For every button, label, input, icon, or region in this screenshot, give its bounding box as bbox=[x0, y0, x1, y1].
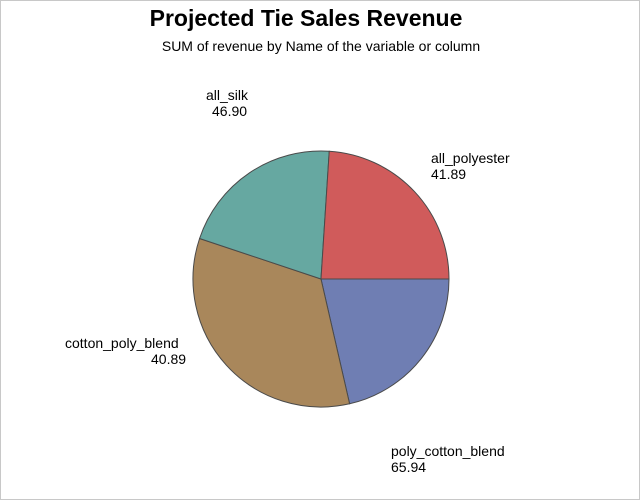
pie-slice-cotton-poly-blend bbox=[198, 150, 330, 280]
slice-label-all-polyester: all_polyester bbox=[431, 150, 510, 166]
chart-subtitle: SUM of revenue by Name of the variable o… bbox=[162, 38, 480, 54]
pie-slice-all-polyester bbox=[320, 278, 450, 405]
pie-slices bbox=[192, 150, 450, 408]
chart-title: Projected Tie Sales Revenue bbox=[150, 5, 463, 31]
slice-label-poly-cotton-blend: poly_cotton_blend bbox=[391, 443, 505, 459]
slice-label-all-silk: all_silk bbox=[206, 87, 249, 103]
slice-value-poly-cotton-blend: 65.94 bbox=[391, 459, 426, 475]
pie-slice-all-silk bbox=[320, 150, 450, 280]
slice-value-cotton-poly-blend: 40.89 bbox=[151, 351, 186, 367]
slice-value-all-polyester: 41.89 bbox=[431, 166, 466, 182]
pie-slice-poly-cotton-blend bbox=[192, 237, 351, 408]
slice-value-all-silk: 46.90 bbox=[212, 103, 247, 119]
slice-label-cotton-poly-blend: cotton_poly_blend bbox=[65, 335, 179, 351]
